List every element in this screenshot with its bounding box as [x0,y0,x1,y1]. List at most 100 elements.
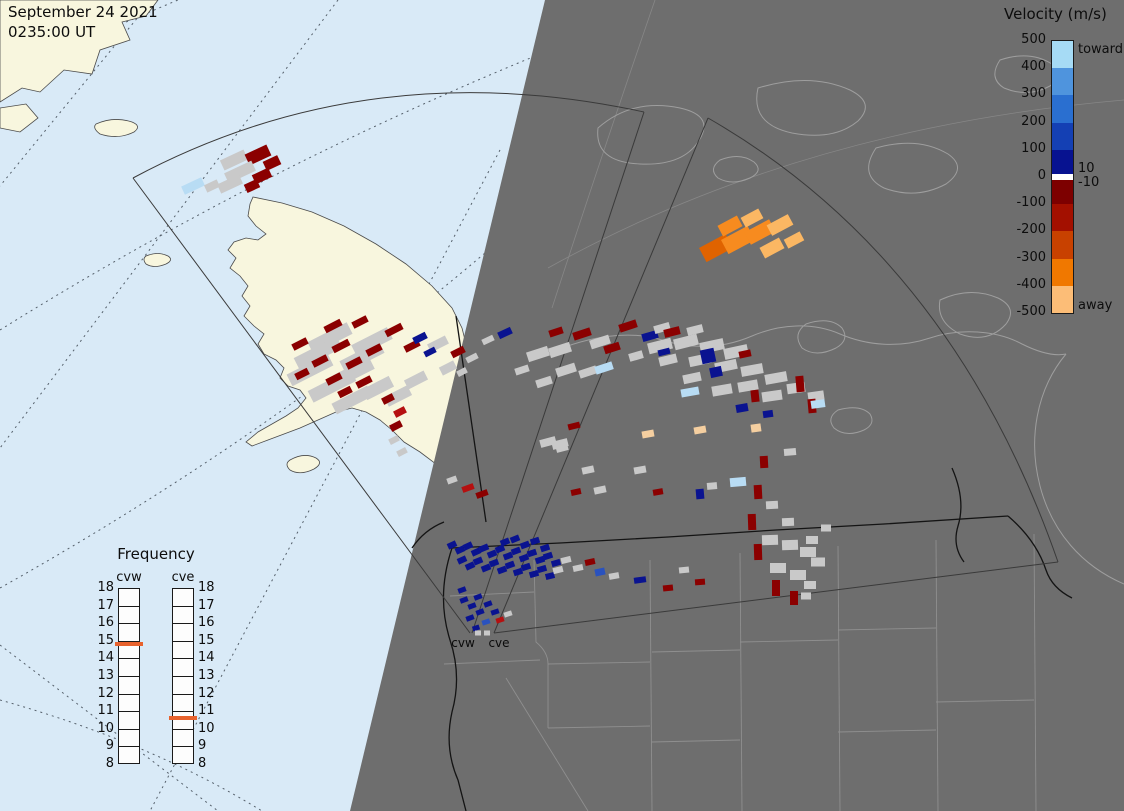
velocity-cell [494,544,506,554]
velocity-segment [1052,285,1073,313]
velocity-tick-label: 200 [1021,113,1046,129]
velocity-cell [567,421,581,431]
velocity-cell [694,578,706,586]
velocity-tick-label: 400 [1021,59,1046,75]
land-chukotka-south [0,103,39,133]
velocity-tick-label: 10 [1078,161,1095,177]
velocity-cell [653,321,671,335]
velocity-cell [647,337,673,355]
velocity-cell [652,488,664,496]
land-chukotka [0,0,159,103]
velocity-cell [203,179,221,193]
velocity-cell [481,618,491,626]
velocity-cell [686,324,704,336]
velocity-tick-label: -10 [1078,174,1100,190]
velocity-cell [641,329,659,343]
freq-ladder-rung [173,728,193,730]
freq-ladder-rung [119,711,139,713]
velocity-cell [510,546,522,556]
velocity-cell [454,545,466,555]
velocity-cell [464,561,476,571]
freq-marker-cvw [115,642,143,647]
velocity-colorbar [1051,40,1074,314]
velocity-cell [783,231,805,249]
velocity-cell [695,488,705,500]
velocity-cell [589,334,611,350]
velocity-cell [525,345,551,363]
velocity-cell [737,379,759,393]
velocity-tick-label: -200 [1016,222,1046,238]
toward-label: toward [1078,42,1124,57]
coast-boothia [938,292,1011,338]
velocity-cell [706,482,718,490]
freq-ladder-rung [119,746,139,748]
velocity-cell [384,322,404,338]
velocity-cell [790,591,798,605]
velocity-cell [495,616,505,624]
night-coastlines [551,55,1124,585]
velocity-cell [764,371,788,385]
velocity-cell [711,383,733,397]
velocity-cell [475,630,481,636]
freq-tick-label: 8 [105,756,114,771]
state-border [837,627,937,631]
velocity-segment [1052,122,1073,150]
velocity-cell [821,524,831,532]
vancouver-island [411,521,445,549]
velocity-cell [484,630,490,636]
freq-tick-label: 14 [97,650,114,666]
velocity-cell [457,586,467,594]
velocity-cell [412,331,428,345]
velocity-cell [680,386,700,398]
freq-ladder-rung [173,746,193,748]
velocity-cell [456,555,468,565]
coast-arctic-mainland [551,325,1067,356]
velocity-cell [509,534,521,544]
velocity-cell [536,564,548,574]
state-border [739,639,839,643]
freq-ladder-rung [173,693,193,695]
velocity-cell [534,555,546,565]
velocity-cell [801,592,811,600]
velocity-cell [693,425,707,435]
velocity-cell [682,371,702,385]
velocity-tick-label: -300 [1016,249,1046,265]
velocity-cell [761,534,779,546]
freq-ladder-rung [119,623,139,625]
velocity-cell [462,541,474,551]
freq-ladder-rung [119,693,139,695]
velocity-cell [729,476,747,488]
velocity-cell [572,564,584,572]
velocity-cell [699,347,717,365]
velocity-cell [475,489,489,499]
velocity-cell [446,540,458,550]
velocity-cell [618,319,638,333]
velocity-cell [735,403,749,413]
velocity-cell [294,367,310,381]
fov-cvw-left-edge [132,177,471,634]
state-border [837,545,841,811]
freq-ladder-rung [119,640,139,642]
velocity-cell [496,565,508,575]
velocity-segment [1052,231,1073,259]
velocity-cell [502,551,514,561]
velocity-cell [388,435,400,445]
velocity-cell [804,581,816,589]
freq-ladder-cvw [118,588,140,764]
velocity-cell [781,517,795,527]
state-border [651,739,741,743]
land-kodiak-island [286,455,320,474]
radar-site-label-cvw: cvw [451,636,475,650]
velocity-cell [658,353,678,367]
velocity-cell [560,555,572,565]
fov-cvw-far-arc [132,92,645,179]
freq-ladder-rung [119,658,139,660]
velocity-cell [351,315,369,329]
velocity-cell [381,393,395,405]
velocity-cell [759,237,785,259]
freq-ladder-rung [173,605,193,607]
fov-cve-left-edge [493,117,709,634]
velocity-cell [499,537,511,547]
velocity-cell [472,556,484,566]
velocity-cell [396,447,408,457]
